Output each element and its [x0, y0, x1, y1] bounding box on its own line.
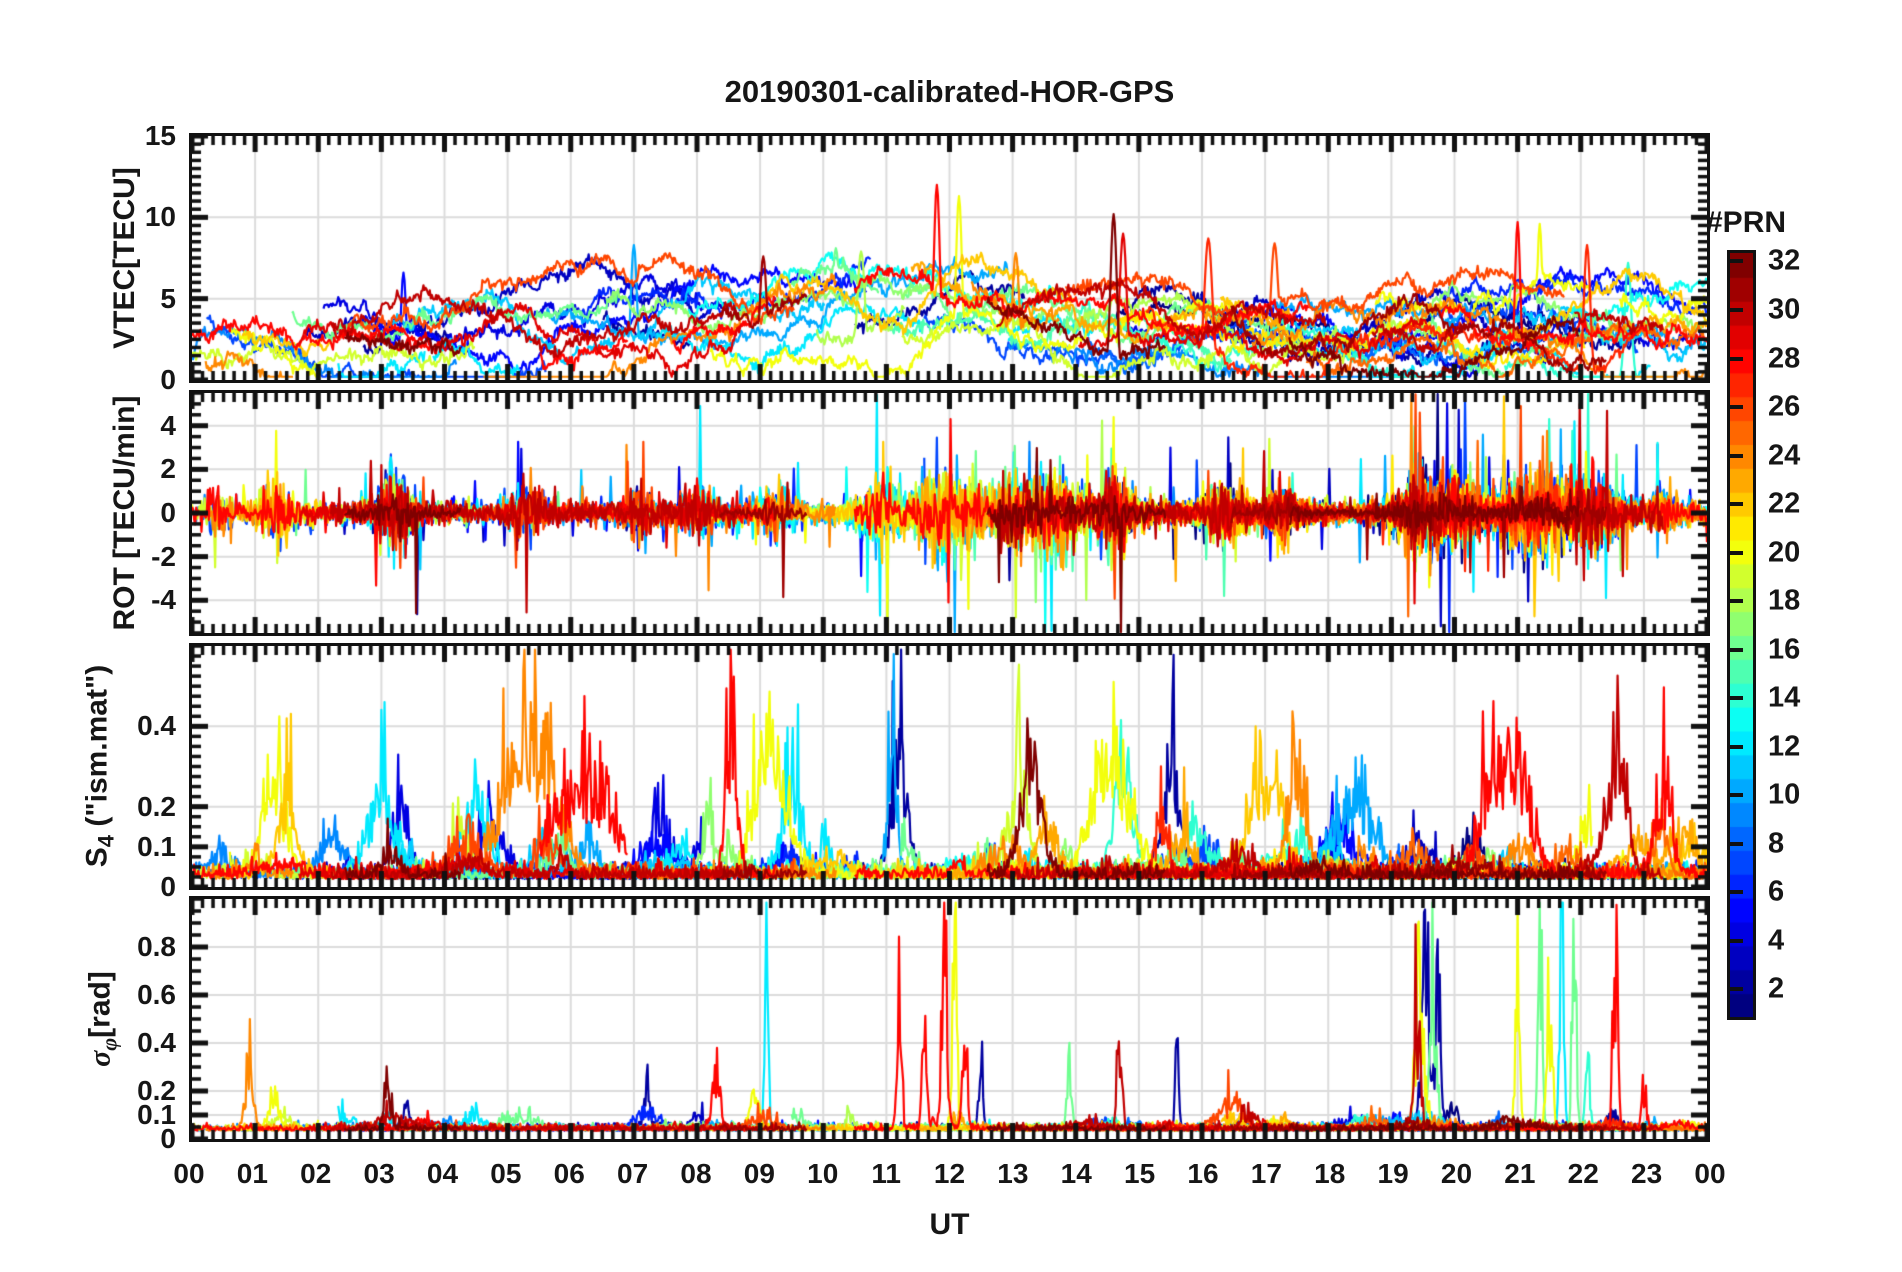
colorbar-tick [1730, 550, 1743, 555]
colorbar-tick-label: 8 [1768, 827, 1785, 860]
colorbar-tick-label: 22 [1768, 487, 1801, 520]
colorbar-tick-label: 32 [1768, 244, 1801, 277]
colorbar [1727, 250, 1756, 1020]
colorbar-tick [1730, 502, 1743, 507]
x-tick-label: 22 [1567, 1158, 1599, 1189]
colorbar-tick [1730, 987, 1743, 992]
y-tick-label: 0.6 [137, 979, 176, 1010]
colorbar-gradient [1730, 253, 1753, 1017]
x-tick-label: 19 [1377, 1158, 1409, 1189]
y-tick-label: 10 [144, 201, 176, 233]
x-tick-label: 15 [1124, 1158, 1156, 1189]
x-tick-label: 01 [236, 1158, 268, 1189]
x-tick-label: 14 [1060, 1158, 1092, 1189]
x-tick-label: 07 [617, 1158, 649, 1189]
colorbar-tick-label: 16 [1768, 633, 1801, 666]
colorbar-tick-label: 20 [1768, 536, 1801, 569]
rot-plot-area [192, 393, 1707, 633]
colorbar-tick-label: 6 [1768, 875, 1785, 908]
colorbar-tick-label: 24 [1768, 439, 1801, 472]
x-tick-label: 06 [553, 1158, 585, 1189]
colorbar-tick [1730, 405, 1743, 409]
s4-plot-area [192, 646, 1707, 887]
x-tick-label: 16 [1187, 1158, 1219, 1189]
y-tick-label: 15 [144, 120, 176, 151]
y-tick-label: 4 [160, 409, 176, 441]
x-tick-label: 23 [1631, 1158, 1663, 1189]
y-tick-label: -4 [151, 584, 176, 616]
x-tick-label: 17 [1250, 1158, 1282, 1189]
y-tick-label: 5 [160, 282, 176, 314]
x-tick-label: 05 [490, 1158, 522, 1189]
sigma-phi-panel [189, 896, 1710, 1142]
x-tick-label: 10 [807, 1158, 839, 1189]
vtec-plot-area [192, 136, 1707, 380]
colorbar-tick [1730, 841, 1743, 846]
colorbar-tick-label: 14 [1768, 681, 1801, 714]
y-tick-label: 0 [160, 871, 176, 902]
colorbar-tick [1730, 793, 1743, 798]
colorbar-tick-label: 10 [1768, 778, 1801, 811]
y-tick-label: 0.1 [137, 830, 176, 862]
x-tick-label: 20 [1440, 1158, 1473, 1189]
colorbar-tick [1730, 938, 1743, 943]
x-tick-label: 02 [300, 1158, 332, 1189]
x-tick-label: 13 [997, 1158, 1029, 1189]
colorbar-tick-label: 28 [1768, 342, 1801, 374]
x-axis-label: UT [929, 1208, 970, 1241]
colorbar-tick [1730, 599, 1743, 604]
colorbar-tick-label: 26 [1768, 390, 1801, 423]
x-tick-label: 09 [743, 1158, 775, 1189]
y-tick-label: 0 [160, 364, 176, 395]
x-tick-label: 00 [1694, 1158, 1726, 1189]
y-tick-label: 0.2 [137, 1075, 176, 1106]
colorbar-tick [1730, 307, 1743, 312]
y-tick-label: 0.1 [137, 1099, 176, 1130]
x-tick-label: 03 [363, 1158, 395, 1189]
sigma-phi-plot-area [192, 899, 1707, 1139]
colorbar-tick-label: 4 [1768, 924, 1785, 957]
colorbar-tick [1730, 647, 1743, 652]
colorbar-tick [1730, 890, 1743, 895]
x-tick-label: 18 [1314, 1158, 1346, 1189]
y-tick-label: 0.4 [137, 710, 176, 742]
y-tick-label: 0.8 [137, 931, 176, 962]
y-tick-label: 0.2 [137, 790, 176, 822]
x-tick-label: 08 [680, 1158, 712, 1189]
colorbar-tick-label: 12 [1768, 730, 1801, 763]
colorbar-tick [1730, 259, 1743, 264]
vtec-axis-label: VTEC[TECU] [108, 167, 141, 349]
colorbar-tick [1730, 453, 1743, 458]
y-tick-label: -2 [151, 540, 176, 572]
colorbar-tick [1730, 356, 1743, 361]
rot-panel [189, 390, 1710, 636]
y-tick-label: 0 [160, 1123, 176, 1154]
s4-panel [189, 643, 1710, 890]
x-tick-label: 04 [426, 1158, 459, 1189]
x-tick-label: 12 [933, 1158, 966, 1189]
x-tick-label: 00 [173, 1158, 205, 1189]
y-tick-label: 0 [160, 497, 176, 528]
colorbar-title: #PRN [1706, 206, 1787, 239]
chart-title: 20190301-calibrated-HOR-GPS [724, 74, 1175, 109]
y-tick-label: 2 [160, 453, 176, 485]
colorbar-tick-label: 2 [1768, 972, 1785, 1005]
colorbar-tick [1730, 696, 1743, 701]
x-tick-label: 11 [871, 1158, 901, 1189]
vtec-panel [189, 133, 1710, 383]
x-tick-label: 21 [1504, 1158, 1536, 1189]
colorbar-tick [1730, 744, 1743, 749]
colorbar-tick-label: 30 [1768, 293, 1801, 326]
colorbar-tick-label: 18 [1768, 584, 1801, 617]
y-tick-label: 0.4 [137, 1027, 176, 1058]
